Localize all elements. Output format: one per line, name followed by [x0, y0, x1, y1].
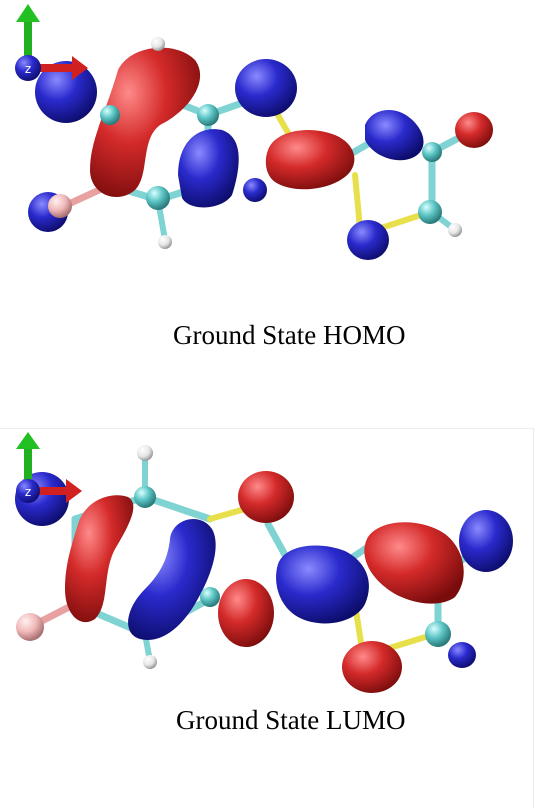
lumo-lobe-positive-4 [364, 522, 464, 604]
homo-lobe-negative-1 [35, 61, 97, 123]
x-axis-arrowhead [72, 56, 88, 80]
lumo-orbital-render [15, 445, 513, 693]
x-axis-arrowhead [66, 479, 82, 503]
y-axis-arrowhead [16, 4, 40, 22]
y-axis-arrowhead [16, 432, 40, 449]
lumo-lobe-negative-3 [276, 545, 369, 624]
homo-axes-indicator: z [15, 4, 88, 81]
homo-lobe-positive-2 [265, 130, 355, 190]
lumo-lobe-negative-2 [128, 518, 216, 640]
homo-lobe-negative-3 [235, 59, 297, 117]
lumo-atoms [16, 445, 451, 669]
lumo-lobe-positive-5 [342, 641, 402, 693]
z-axis-ball [15, 55, 41, 81]
homo-lobe-negative-7 [347, 220, 389, 260]
z-axis-ball [16, 479, 40, 503]
homo-caption: Ground State HOMO [173, 320, 406, 350]
z-axis-label: z [25, 62, 31, 76]
lumo-caption: Ground State LUMO [176, 705, 406, 735]
homo-lobe-positive-1 [90, 47, 201, 198]
homo-atoms [48, 37, 462, 249]
homo-lobe-negative-6 [365, 109, 424, 161]
lumo-panel: Ground State LUMO z [0, 428, 534, 808]
homo-lobe-negative-4 [178, 129, 239, 208]
lumo-axes-indicator: z [16, 432, 82, 503]
lumo-lobe-positive-2 [238, 471, 294, 523]
homo-lobe-positive-3 [455, 112, 493, 148]
homo-panel: Ground State HOMO z [15, 4, 493, 350]
lumo-lobe-positive-1 [65, 495, 134, 623]
homo-orbital-render [28, 37, 493, 260]
lumo-lobe-negative-5 [448, 642, 476, 668]
homo-lobe-negative-5 [243, 178, 267, 202]
lumo-lobes [15, 471, 513, 693]
lumo-lobe-negative-4 [459, 510, 513, 572]
homo-lobes [28, 47, 493, 260]
z-axis-label: z [25, 485, 31, 499]
lumo-lobe-positive-3 [218, 579, 274, 647]
